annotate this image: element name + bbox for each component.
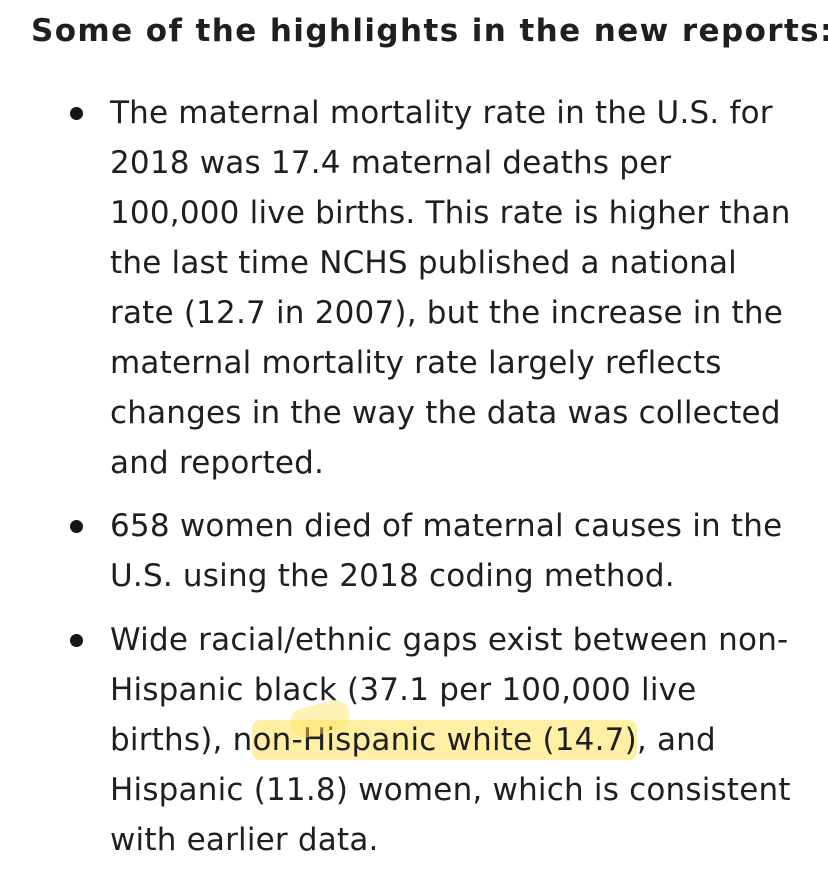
highlighted-text: on-Hispanic white (14.7)	[252, 720, 637, 760]
text-line: 2018 was 17.4 maternal deaths per	[110, 145, 672, 181]
text-line: U.S. using the 2018 coding method.	[110, 558, 675, 594]
text-line: changes in the way the data was collecte…	[110, 395, 781, 431]
text-line: and reported.	[110, 445, 325, 481]
bullet-icon	[70, 520, 83, 533]
list-item-text: The maternal mortality rate in the U.S. …	[110, 88, 800, 488]
text-line: 100,000 live births. This rate is higher…	[110, 195, 791, 231]
section-heading: Some of the highlights in the new report…	[31, 13, 828, 49]
bullet-icon	[70, 634, 83, 647]
text-line: Hispanic (11.8) women, which is consiste…	[110, 772, 791, 808]
text-line: 658 women died of maternal causes in the	[110, 508, 783, 544]
text-line-highlighted: births), non-Hispanic white (14.7), and	[110, 715, 800, 765]
text-line: The maternal mortality rate in the U.S. …	[110, 95, 773, 131]
text-line: rate (12.7 in 2007), but the increase in…	[110, 295, 783, 331]
text-line: Hispanic black (37.1 per 100,000 live	[110, 672, 697, 708]
text-line: with earlier data.	[110, 822, 379, 858]
text-line: maternal mortality rate largely reflects	[110, 345, 722, 381]
text-line: Wide racial/ethnic gaps exist between no…	[110, 622, 789, 658]
text-fragment: , and	[636, 722, 716, 758]
bullet-icon	[70, 107, 83, 120]
list-item-text: Wide racial/ethnic gaps exist between no…	[110, 615, 800, 865]
list-item-text: 658 women died of maternal causes in the…	[110, 501, 800, 601]
text-fragment: births), n	[110, 722, 253, 758]
text-line: the last time NCHS published a national	[110, 245, 737, 281]
